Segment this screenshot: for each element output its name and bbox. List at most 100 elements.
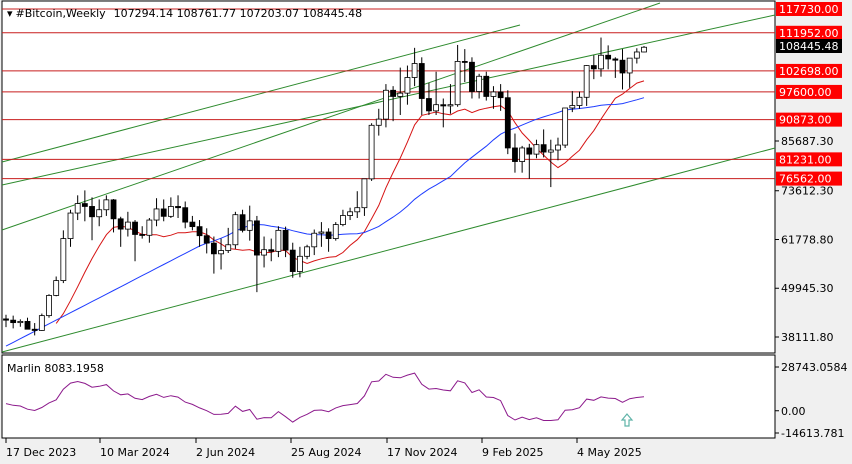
- candle-body: [390, 89, 397, 97]
- candle-body: [461, 61, 468, 63]
- level-label-text: 90873.00: [779, 114, 832, 127]
- candle-body: [598, 54, 604, 70]
- candle-body: [261, 249, 267, 256]
- candle-body: [103, 199, 110, 211]
- candle-body: [583, 65, 590, 98]
- candle-body: [175, 206, 181, 209]
- candle-body: [411, 63, 418, 78]
- symbol-title: ▾ #Bitcoin,Weekly 107294.14 108761.77 1072…: [7, 7, 362, 20]
- channel-line[interactable]: [1, 2, 661, 231]
- candle-body: [626, 57, 633, 74]
- candle-body: [562, 107, 569, 146]
- candle-body: [454, 61, 461, 106]
- candle-body: [3, 318, 9, 321]
- price-tick-label: 73612.30: [781, 185, 834, 198]
- oscillator-label: Marlin 8083.1958: [7, 362, 104, 375]
- marlin-line: [5, 372, 645, 423]
- candle-body: [225, 244, 232, 251]
- candle-body: [218, 250, 224, 255]
- candle-body: [38, 315, 45, 331]
- candle-body: [440, 104, 447, 107]
- candle-body: [426, 98, 432, 112]
- level-label-text: 97600.00: [779, 86, 832, 99]
- channel-line[interactable]: [1, 147, 776, 353]
- candle-body: [24, 320, 31, 330]
- candle-body: [325, 231, 332, 239]
- oscillator-axis: 28743.0584 0.00 -14613.781: [775, 361, 847, 440]
- candle-body: [361, 178, 368, 209]
- time-axis: 17 Dec 2023 10 Mar 2024 2 Jun 2024 25 Aug 2…: [5, 438, 642, 459]
- candle-body: [182, 207, 189, 223]
- candle-body: [547, 149, 554, 153]
- candle-body: [139, 234, 146, 236]
- candle-body: [555, 144, 561, 151]
- level-label-box: [776, 171, 842, 186]
- time-tick-label: 10 Mar 2024: [100, 446, 170, 459]
- candle-body: [619, 59, 626, 74]
- candle-body: [504, 97, 511, 149]
- candle-body: [117, 218, 124, 230]
- oscillator-line: [5, 372, 645, 423]
- candle-body: [354, 207, 361, 213]
- candle-body: [189, 221, 196, 228]
- candle-body: [490, 91, 497, 97]
- oscillator-tick-label: 0.00: [781, 405, 806, 418]
- level-label-box: [776, 1, 842, 16]
- level-labels: 117730.00 111952.00 102698.00 97600.00 90873…: [776, 1, 842, 186]
- candle-body: [526, 147, 533, 155]
- candle-body: [433, 104, 440, 112]
- oscillator-tick-label: -14613.781: [781, 427, 844, 440]
- candle-body: [210, 242, 217, 255]
- main-panel: [1, 0, 776, 354]
- candle-body: [569, 105, 576, 109]
- candlesticks: [3, 37, 647, 336]
- price-tick-label: 38111.80: [781, 331, 834, 344]
- candle-body: [540, 144, 547, 153]
- candle-body: [612, 58, 619, 61]
- price-tick-label: 49945.30: [781, 282, 834, 295]
- candle-body: [469, 61, 475, 92]
- candle-body: [512, 147, 518, 162]
- candle-body: [124, 221, 131, 230]
- candle-body: [282, 229, 289, 251]
- horizontal-levels[interactable]: [2, 8, 775, 180]
- candle-body: [67, 212, 74, 239]
- time-tick-label: 17 Dec 2023: [6, 446, 76, 459]
- price-axis: 85687.30 73612.30 61778.80 49945.30 38111.80: [775, 135, 834, 344]
- candle-body: [96, 209, 103, 218]
- trend-channel-lines[interactable]: [1, 2, 776, 353]
- candle-body: [533, 144, 540, 155]
- candle-body: [167, 206, 174, 217]
- candle-body: [246, 220, 253, 231]
- candle-body: [633, 51, 640, 59]
- level-label-text: 76562.00: [779, 173, 832, 186]
- candle-body: [268, 249, 275, 252]
- time-tick-label: 25 Aug 2024: [291, 446, 361, 459]
- candle-body: [519, 147, 526, 162]
- candle-body: [605, 54, 612, 60]
- candle-body: [60, 238, 67, 282]
- ohlc-values: 107294.14 108761.77 107203.07 108445.48: [114, 7, 362, 20]
- slow-moving-average: [5, 97, 645, 347]
- level-label-box: [776, 112, 842, 127]
- candle-body: [375, 118, 382, 126]
- level-label-text: 117730.00: [779, 3, 839, 16]
- candle-body: [74, 203, 81, 214]
- candle-body: [275, 229, 282, 252]
- candle-body: [576, 96, 583, 106]
- candle-body: [253, 220, 260, 256]
- level-label-text: 81231.00: [779, 153, 832, 166]
- candle-body: [483, 75, 490, 97]
- level-label-box: [776, 152, 842, 167]
- moving-averages: [5, 80, 645, 347]
- candle-body: [53, 280, 60, 296]
- candle-body: [160, 208, 167, 217]
- candle-body: [383, 89, 389, 120]
- channel-line[interactable]: [1, 24, 521, 163]
- level-label-text: 111952.00: [779, 27, 839, 40]
- level-label-box: [776, 63, 842, 78]
- candle-body: [153, 208, 160, 221]
- candle-body: [347, 211, 353, 216]
- candle-body: [590, 65, 597, 70]
